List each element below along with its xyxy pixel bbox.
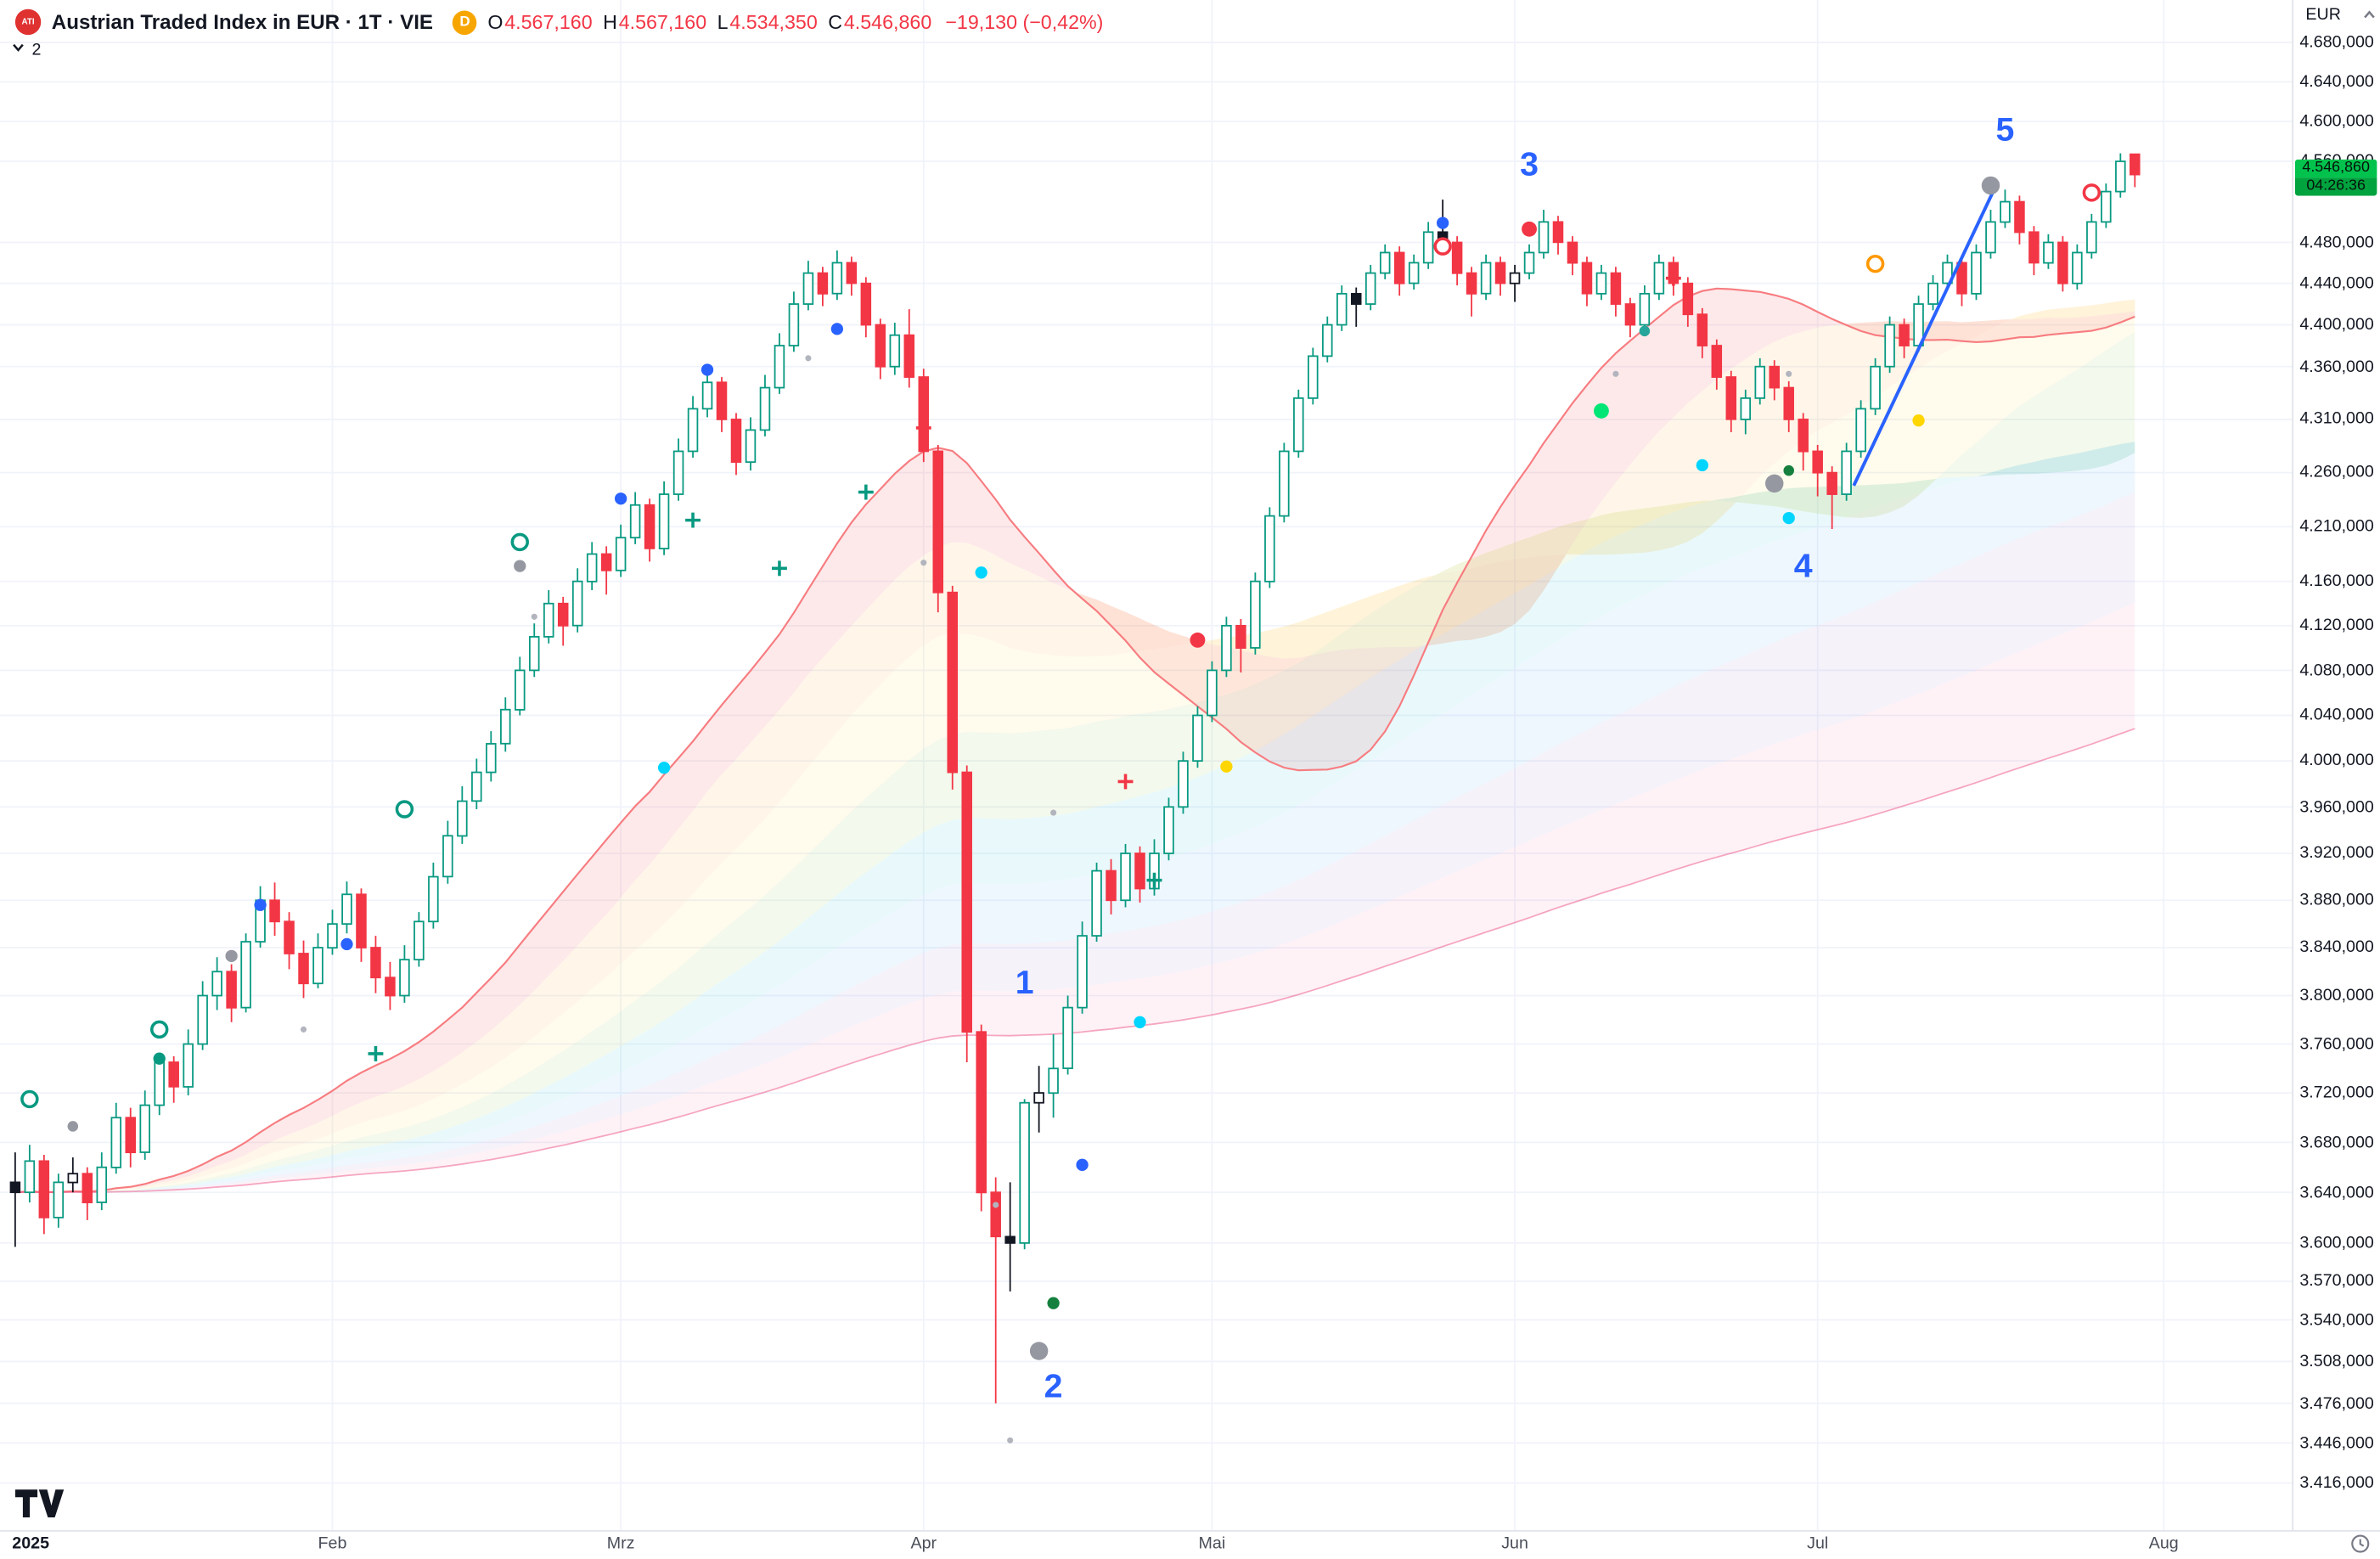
wave-labels[interactable]: 1 2 3 4 5 xyxy=(1016,111,2015,1405)
tradingview-logo[interactable] xyxy=(14,1489,65,1526)
time-label[interactable]: Jun xyxy=(1501,1534,1528,1553)
price-label[interactable]: 4.120,000 xyxy=(2299,616,2374,635)
time-label[interactable]: Feb xyxy=(318,1534,347,1553)
price-label[interactable]: 3.600,000 xyxy=(2299,1234,2374,1252)
high-value: 4.567,160 xyxy=(618,10,707,34)
price-axis-separator[interactable] xyxy=(2292,0,2294,1530)
wave-label-2[interactable]: 2 xyxy=(1044,1367,1063,1404)
last-price-badge: 4.546,860 04:26:36 xyxy=(2294,159,2377,196)
price-label[interactable]: 3.760,000 xyxy=(2299,1034,2374,1054)
price-label[interactable]: 3.508,000 xyxy=(2299,1352,2374,1371)
price-label[interactable]: 4.080,000 xyxy=(2299,661,2374,680)
price-label[interactable]: 4.000,000 xyxy=(2299,751,2374,770)
price-label[interactable]: 3.920,000 xyxy=(2299,844,2374,863)
price-label[interactable]: 3.960,000 xyxy=(2299,797,2374,817)
price-label[interactable]: 4.400,000 xyxy=(2299,315,2374,335)
price-label[interactable]: 4.210,000 xyxy=(2299,517,2374,537)
interval-badge[interactable]: D xyxy=(453,9,477,35)
price-label[interactable]: 3.446,000 xyxy=(2299,1433,2374,1453)
high-label: H xyxy=(603,10,617,34)
price-label[interactable]: 4.480,000 xyxy=(2299,233,2374,252)
price-label[interactable]: 4.260,000 xyxy=(2299,463,2374,482)
price-label[interactable]: 3.800,000 xyxy=(2299,986,2374,1005)
open-value: 4.567,160 xyxy=(504,10,593,34)
wave-label-3[interactable]: 3 xyxy=(1520,146,1539,183)
candles-layer xyxy=(9,153,2141,1404)
bar-countdown: 04:26:36 xyxy=(2294,177,2377,196)
indicator-collapse-toggle[interactable]: 2 xyxy=(11,39,42,59)
change-value: −19,130 (−0,42%) xyxy=(945,10,1104,34)
close-label: C xyxy=(828,10,843,34)
price-label[interactable]: 4.440,000 xyxy=(2299,274,2374,293)
price-label[interactable]: 3.840,000 xyxy=(2299,938,2374,957)
price-label[interactable]: 4.600,000 xyxy=(2299,112,2374,131)
price-label[interactable]: 3.880,000 xyxy=(2299,891,2374,909)
price-label[interactable]: 4.360,000 xyxy=(2299,357,2374,376)
price-label[interactable]: 4.160,000 xyxy=(2299,571,2374,591)
chevron-up-icon[interactable] xyxy=(2362,8,2377,27)
symbol-logo: ATI xyxy=(14,8,42,36)
chevron-down-icon xyxy=(11,39,26,59)
time-label[interactable]: Jul xyxy=(1807,1534,1829,1553)
price-label[interactable]: 3.720,000 xyxy=(2299,1083,2374,1102)
time-label[interactable]: Aug xyxy=(2148,1534,2179,1553)
time-label[interactable]: Apr xyxy=(910,1534,937,1553)
low-label: L xyxy=(717,10,729,34)
symbol-title[interactable]: Austrian Traded Index in EUR · 1T · VIE xyxy=(51,10,434,34)
price-label[interactable]: 3.640,000 xyxy=(2299,1183,2374,1202)
price-label[interactable]: 3.680,000 xyxy=(2299,1133,2374,1152)
time-label[interactable]: Mrz xyxy=(606,1534,635,1553)
hidden-indicator-count: 2 xyxy=(31,40,42,59)
grid-lines xyxy=(0,0,2293,1530)
time-axis[interactable]: 2025 Feb Mrz Apr Mai Jun Jul Aug xyxy=(0,1532,2380,1556)
wave-label-4[interactable]: 4 xyxy=(1794,548,1813,585)
time-label[interactable]: Mai xyxy=(1198,1534,1226,1553)
wave-label-5[interactable]: 5 xyxy=(1996,111,2015,149)
currency-label[interactable]: EUR xyxy=(2305,6,2341,25)
close-value: 4.546,860 xyxy=(843,10,932,34)
price-axis[interactable]: EUR 4.680,0004.640,0004.600,0004.560,000… xyxy=(2293,0,2380,1530)
price-label[interactable]: 3.540,000 xyxy=(2299,1310,2374,1330)
price-label[interactable]: 4.040,000 xyxy=(2299,706,2374,725)
signal-markers[interactable] xyxy=(20,176,2101,1444)
ohlc-values: O 4.567,160 H 4.567,160 L 4.534,350 C 4.546,… xyxy=(487,11,1103,34)
price-label[interactable]: 4.310,000 xyxy=(2299,410,2374,429)
symbol-legend: ATI Austrian Traded Index in EUR · 1T · … xyxy=(14,8,1103,36)
last-price-value: 4.546,860 xyxy=(2294,159,2377,178)
time-axis-separator[interactable] xyxy=(0,1529,2380,1532)
price-label[interactable]: 4.680,000 xyxy=(2299,33,2374,52)
wave-label-1[interactable]: 1 xyxy=(1016,964,1034,1001)
trendline-drawing[interactable] xyxy=(1852,180,2000,487)
low-value: 4.534,350 xyxy=(729,10,818,34)
price-label[interactable]: 4.640,000 xyxy=(2299,72,2374,92)
price-label[interactable]: 3.476,000 xyxy=(2299,1393,2374,1413)
clock-icon[interactable] xyxy=(2349,1534,2371,1559)
time-label[interactable]: 2025 xyxy=(12,1534,50,1553)
open-label: O xyxy=(487,10,504,34)
ma-ribbon xyxy=(14,287,2135,1194)
price-label[interactable]: 3.570,000 xyxy=(2299,1272,2374,1291)
price-label[interactable]: 3.416,000 xyxy=(2299,1473,2374,1493)
